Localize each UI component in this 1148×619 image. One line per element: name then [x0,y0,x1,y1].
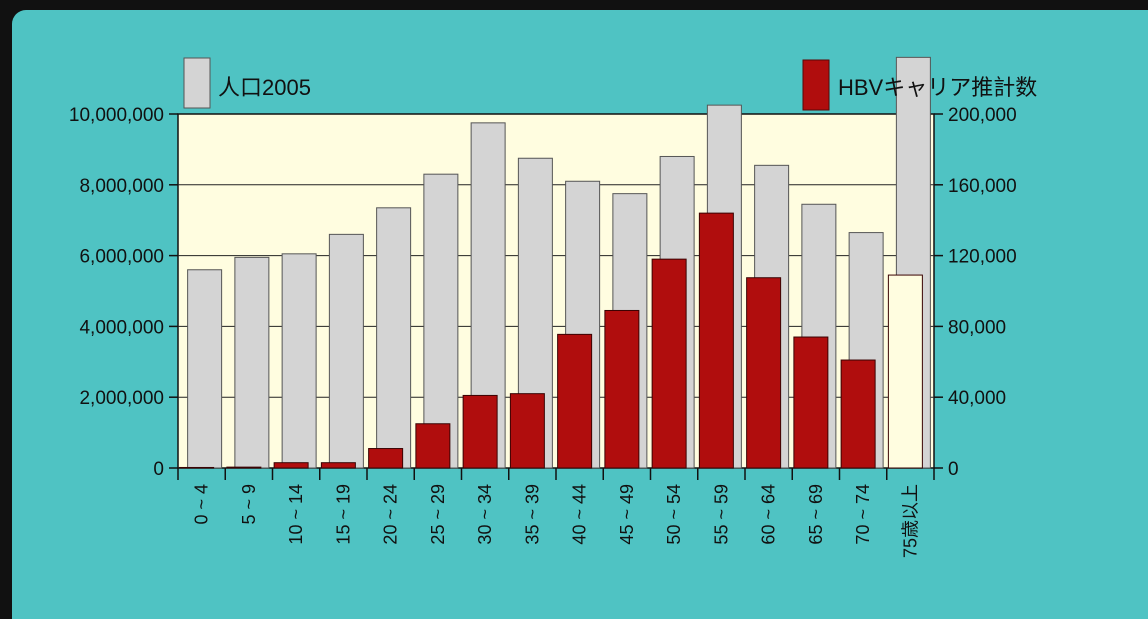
category-labels: 0 ~ 4 5 ~ 9 10 ~ 14 15 ~ 19 20 ~ 24 25 ~ 29 30… [177,468,935,558]
hbv-carrier-bar [840,359,876,469]
right-tick-label: 120,000 [948,247,1017,268]
left-tick-label: 2,000,000 [79,388,164,409]
right-tick-label: 80,000 [948,317,1006,338]
category-label: 5 ~ 9 [239,484,259,525]
category-label: 10 ~ 14 [286,484,306,545]
category-label: 40 ~ 44 [570,484,590,545]
hbv-carrier-bar [368,448,404,469]
right-tick-label: 200,000 [948,105,1017,126]
hbv-carrier-bar [226,466,262,469]
hbv-carrier-bar [462,394,498,469]
category-label: 0 ~ 4 [192,484,212,525]
hbv-carrier-bar [320,462,356,469]
population-bar [234,256,270,469]
right-tick-label: 40,000 [948,388,1006,409]
legend-hbv: HBVキャリア推計数 [802,59,1037,111]
category-label: 70 ~ 74 [853,484,873,545]
hbv-carrier-bar [509,393,545,469]
legend-population: 人口2005 [183,57,311,109]
left-tick-label: 10,000,000 [69,105,164,126]
legend-swatch-hbv [802,59,830,111]
category-label: 75歳以上 [900,484,920,558]
category-label: 35 ~ 39 [522,484,542,545]
left-tick-label: 8,000,000 [79,176,164,197]
hbv-carrier-bar [793,336,829,469]
hbv-carrier-bar [415,423,451,469]
right-tick-label: 160,000 [948,176,1017,197]
left-tick-label: 0 [153,459,164,480]
left-tick-label: 6,000,000 [79,247,164,268]
left-axis: 0 2,000,000 4,000,000 6,000,000 8,000,000 10,… [69,105,178,480]
hbv-carrier-bar [273,462,309,469]
category-label: 65 ~ 69 [806,484,826,545]
category-label: 15 ~ 19 [333,484,353,545]
legend-label-hbv: HBVキャリア推計数 [838,75,1037,100]
population-bar [328,233,364,469]
hbv-carrier-bar [887,274,923,469]
hbv-carrier-bar [651,258,687,469]
category-label: 55 ~ 59 [711,484,731,545]
category-label: 30 ~ 34 [475,484,495,545]
population-bar [423,173,459,469]
legend-swatch-population [183,57,211,109]
hbv-carrier-bar [746,277,782,469]
right-tick-label: 0 [948,459,959,480]
category-label: 60 ~ 64 [759,484,779,545]
legend-label-population: 人口2005 [218,75,311,100]
hbv-carrier-bar [557,333,593,469]
left-tick-label: 4,000,000 [79,317,164,338]
hbv-carrier-bar [698,212,734,469]
population-bar [187,269,223,469]
category-label: 50 ~ 54 [664,484,684,545]
hbv-carrier-bar [179,466,215,469]
population-bar [376,207,412,469]
population-bar [281,253,317,469]
hbv-carrier-bars [179,212,923,469]
category-label: 20 ~ 24 [381,484,401,545]
category-label: 45 ~ 49 [617,484,637,545]
right-axis: 0 40,000 80,000 120,000 160,000 200,000 [934,105,1017,480]
category-label: 25 ~ 29 [428,484,448,545]
hbv-carrier-bar [604,309,640,469]
